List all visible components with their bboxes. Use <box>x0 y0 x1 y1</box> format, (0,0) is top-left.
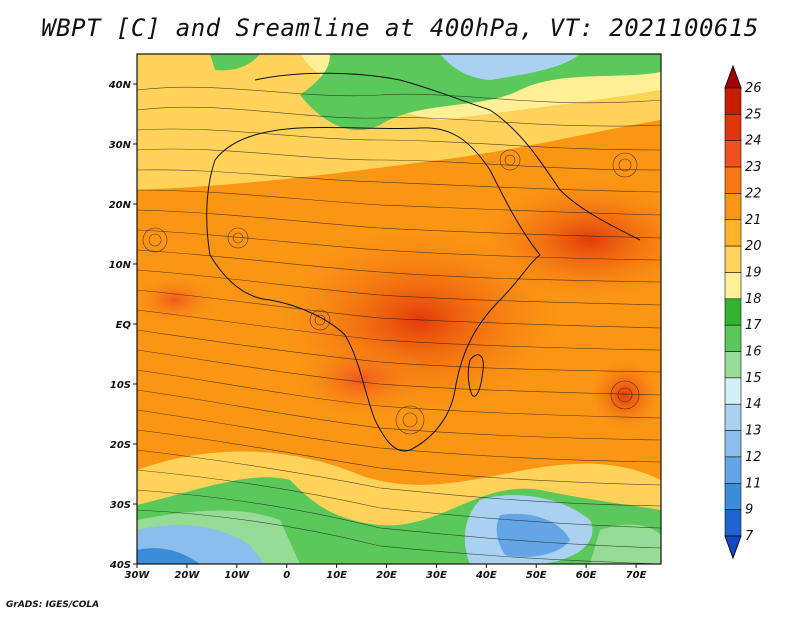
colorbar-max-triangle <box>724 64 742 89</box>
colorbar-segment <box>724 351 742 379</box>
colorbar-segment <box>724 403 742 431</box>
lat-label: 40N <box>108 80 132 91</box>
colorbar-segment <box>724 245 742 273</box>
colorbar-segment <box>724 272 742 300</box>
colorbar-min-triangle <box>724 535 742 560</box>
colorbar-label: 20 <box>745 239 762 254</box>
lat-label: 30S <box>110 500 131 511</box>
colorbar-label: 19 <box>745 265 762 280</box>
lon-label: 20E <box>376 570 397 581</box>
lon-label: 20W <box>174 570 200 581</box>
lon-label: 60E <box>576 570 597 581</box>
wbpt-field <box>137 54 661 564</box>
lat-label: 10S <box>110 380 131 391</box>
colorbar-label: 18 <box>745 292 762 307</box>
chart-title: WBPT [C] and Sreamline at 400hPa, VT: 20… <box>41 14 759 42</box>
colorbar-segment <box>724 509 742 537</box>
colorbar-label: 24 <box>745 134 762 149</box>
colorbar-label: 7 <box>745 529 754 544</box>
lat-label: 10N <box>109 260 132 271</box>
colorbar-label: 22 <box>745 186 762 201</box>
colorbar-label: 15 <box>745 371 762 386</box>
colorbar-label: 25 <box>745 107 762 122</box>
lon-label: 40E <box>475 570 497 581</box>
colorbar-label: 21 <box>745 213 762 228</box>
map-axes: 30W 20W 10W 0 10E 20E 30E 40E 50E 60E 70E 40N 30N 20N… <box>108 80 647 581</box>
lon-label: 50E <box>526 570 547 581</box>
colorbar-segment <box>724 482 742 510</box>
map-frame <box>136 53 662 565</box>
lon-label: 10W <box>224 570 250 581</box>
streamlines <box>137 86 661 564</box>
lat-label: 30N <box>109 140 132 151</box>
colorbar-segment <box>724 140 742 168</box>
lon-label: 70E <box>626 570 647 581</box>
colorbar-segment <box>724 166 742 194</box>
colorbar-segment <box>724 324 742 352</box>
colorbar-label: 9 <box>745 503 753 518</box>
colorbar-label: 11 <box>745 476 762 491</box>
lat-label: EQ <box>116 320 132 331</box>
colorbar-label: 23 <box>745 160 762 175</box>
lat-label: 20N <box>109 200 132 211</box>
colorbar-label: 12 <box>745 450 762 465</box>
lat-label: 20S <box>110 440 131 451</box>
lon-label: 30E <box>426 570 447 581</box>
lon-label: 30W <box>125 570 151 581</box>
lon-label: 0 <box>283 570 290 581</box>
lat-label: 40S <box>109 560 131 571</box>
colorbar-segment <box>724 87 742 115</box>
colorbar-label: 26 <box>745 81 762 96</box>
colorbar-label: 17 <box>745 318 762 333</box>
colorbar-segment <box>724 298 742 326</box>
coastlines <box>206 72 641 452</box>
colorbar-segment <box>724 456 742 484</box>
lon-label: 10E <box>326 570 347 581</box>
colorbar-label: 16 <box>745 345 762 360</box>
colorbar-segment <box>724 193 742 221</box>
colorbar-label: 13 <box>745 424 762 439</box>
footer-credit: GrADS: IGES/COLA <box>6 600 100 610</box>
colorbar-segment <box>724 430 742 458</box>
colorbar-segment <box>724 114 742 142</box>
colorbar: 26 25 24 23 22 21 20 19 18 17 16 15 14 13 12 11 9 7 <box>724 64 762 560</box>
colorbar-segment <box>724 219 742 247</box>
colorbar-label: 14 <box>745 397 762 412</box>
colorbar-segment <box>724 377 742 405</box>
